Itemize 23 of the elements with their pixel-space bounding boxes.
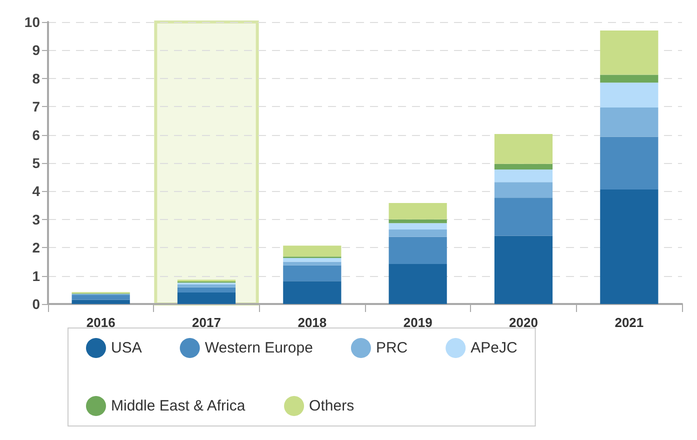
y-tick-label: 3 xyxy=(32,211,40,228)
y-tick-label: 0 xyxy=(32,296,40,312)
y-tick-label: 10 xyxy=(24,14,40,30)
x-tick-label: 2017 xyxy=(192,315,221,330)
y-tick-label: 1 xyxy=(32,268,40,284)
x-tick-label: 2021 xyxy=(614,315,644,330)
legend-label: USA xyxy=(111,340,142,356)
x-tick-label: 2020 xyxy=(509,315,538,330)
x-tick-label: 2019 xyxy=(403,315,432,330)
x-tick-label: 2016 xyxy=(86,315,116,330)
y-tick-label: 6 xyxy=(32,126,40,143)
legend-label: Western Europe xyxy=(204,340,313,356)
y-tick-label: 5 xyxy=(32,155,40,171)
y-tick-label: 2 xyxy=(32,240,40,256)
y-tick-label: 4 xyxy=(32,183,40,200)
y-tick-label: 7 xyxy=(32,98,40,115)
legend-label: Middle East & Africa xyxy=(111,398,246,414)
x-tick-label: 2018 xyxy=(298,315,327,330)
legend-label: APeJC xyxy=(470,340,518,356)
y-tick-label: 9 xyxy=(32,42,40,58)
legend-label: Others xyxy=(309,398,354,414)
y-tick-label: 8 xyxy=(32,70,40,86)
legend-label: PRC xyxy=(376,340,408,356)
